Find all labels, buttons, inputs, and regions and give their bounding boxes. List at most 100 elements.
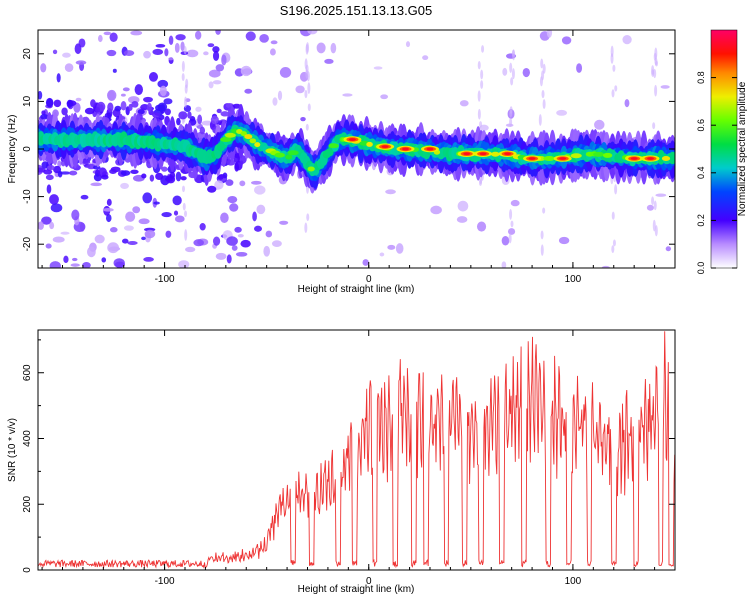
- spectrogram-noise-blob: [220, 212, 229, 224]
- spectrogram-streak-blob: [540, 230, 544, 240]
- spectrogram-streak-blob: [655, 60, 659, 67]
- spectrogram-hotspot: [402, 147, 409, 151]
- spectrogram-noise-blob: [155, 43, 166, 48]
- spectrogram-hotspot: [463, 152, 471, 156]
- spectrogram-streak-blob: [539, 76, 543, 87]
- spectrogram-noise-blob: [216, 108, 222, 114]
- spectrogram-noise-blob: [185, 246, 196, 253]
- spectrogram-hotspot: [479, 152, 487, 156]
- spectrogram-noise-blob: [40, 63, 47, 73]
- spectrogram-noise-blob: [231, 245, 238, 251]
- spectrogram-noise-blob: [195, 106, 202, 112]
- spectrogram-noise-blob: [70, 263, 80, 267]
- spectrogram-noise-blob: [71, 209, 80, 221]
- spectrogram-ridge-blob: [307, 166, 315, 172]
- spectrogram-noise-blob: [522, 67, 530, 78]
- spectrogram-noise-blob: [143, 50, 151, 59]
- spectrogram-streak-blob: [480, 69, 484, 80]
- spectrogram-noise-blob: [169, 171, 176, 179]
- spectrogram-noise-blob: [546, 30, 553, 38]
- spectrogram-noise-blob: [226, 254, 232, 264]
- spectrogram-noise-blob: [172, 195, 182, 206]
- spectrogram-noise-blob: [307, 30, 318, 35]
- spectrogram-ridge-blob: [285, 154, 293, 160]
- spectrogram-y-tick-label: -10: [22, 189, 33, 204]
- spectrogram-streak-blob: [652, 219, 656, 232]
- colorbar-ticks: 0.0 0.2 0.4 0.6 0.8: [696, 71, 737, 274]
- spectrogram-noise-blob: [576, 63, 583, 73]
- spectrogram-hotspot: [630, 157, 638, 160]
- spectrogram-noise-blob: [476, 221, 487, 232]
- spectrogram-noise-blob: [107, 102, 114, 113]
- spectrogram-noise-blob: [316, 42, 326, 54]
- spectrogram-streak-blob: [181, 73, 185, 82]
- spectrogram-noise-blob: [254, 185, 266, 195]
- spectrogram-noise-blob: [208, 69, 221, 78]
- spectrogram-noise-blob: [279, 220, 289, 225]
- spectrogram-noise-blob: [207, 43, 215, 48]
- spectrogram-noise-blob: [233, 154, 240, 163]
- spectrogram-noise-blob: [141, 236, 146, 241]
- spectrogram-noise-blob: [45, 97, 54, 108]
- spectrogram-hotspot: [528, 157, 536, 160]
- spectrogram-noise-blob: [501, 235, 510, 246]
- spectrogram-noise-blob: [215, 64, 225, 72]
- spectrogram-noise-blob: [149, 174, 155, 182]
- spectrogram-noise-blob: [101, 257, 107, 263]
- spectrogram-noise-blob: [45, 174, 54, 181]
- spectrogram-noise-blob: [66, 99, 73, 108]
- spectrogram-noise-blob: [193, 239, 204, 247]
- spectrogram-noise-blob: [120, 93, 126, 97]
- spectrogram-streak-blob: [480, 80, 484, 89]
- spectrogram-streak-blob: [305, 43, 309, 55]
- spectrogram-ridge-blob: [543, 156, 556, 162]
- spectrogram-noise-blob: [137, 109, 145, 115]
- spectrogram-noise-blob: [90, 99, 96, 108]
- spectrogram-noise-blob: [148, 72, 159, 82]
- spectrogram-noise-blob: [56, 73, 61, 83]
- spectrogram-noise-blob: [165, 230, 172, 238]
- spectrogram-noise-blob: [47, 164, 55, 171]
- spectrogram-noise-blob: [175, 171, 182, 182]
- colorbar-gradient: [710, 29, 738, 269]
- spectrogram-streak-blob: [479, 121, 483, 128]
- spectrogram-streak-blob: [509, 109, 513, 118]
- spectrogram-streak-blob: [183, 46, 187, 55]
- snr-x-tick-label: -100: [155, 576, 175, 587]
- spectrogram-hotspot: [559, 157, 567, 160]
- spectrogram-ridge-blob: [328, 143, 339, 149]
- spectrogram-noise-blob: [143, 257, 154, 262]
- spectrogram-noise-blob: [152, 48, 164, 56]
- spectrogram-noise-blob: [134, 84, 143, 96]
- spectrogram-noise-blob: [82, 262, 91, 268]
- spectrogram-streak-blob: [509, 209, 513, 220]
- spectrogram-noise-blob: [62, 52, 71, 58]
- spectrogram-noise-blob: [105, 214, 112, 223]
- spectrogram-noise-blob: [120, 182, 129, 189]
- spectrogram-noise-blob: [101, 174, 109, 180]
- spectrogram-noise-blob: [57, 170, 63, 178]
- spectrogram-noise-blob: [41, 110, 46, 116]
- spectrogram-noise-blob: [114, 105, 122, 112]
- spectrogram-streak-blob: [182, 202, 186, 211]
- spectrogram-noise-blob: [217, 174, 224, 180]
- spectrogram-noise-blob: [178, 260, 190, 268]
- spectrogram-noise-blob: [222, 172, 228, 179]
- spectrogram-streak-blob: [653, 68, 657, 79]
- spectrogram-noise-blob: [226, 236, 238, 246]
- spectrogram-noise-blob: [220, 111, 230, 117]
- spectrogram-noise-blob: [123, 225, 134, 231]
- spectrogram-streak-blob: [477, 61, 481, 70]
- spectrogram-noise-blob: [263, 245, 271, 257]
- spectrogram-noise-blob: [103, 31, 112, 36]
- spectrogram-noise-blob: [186, 49, 199, 58]
- spectrogram-noise-blob: [52, 236, 65, 243]
- spectrogram-streak-blob: [614, 85, 618, 92]
- spectrogram-noise-blob: [132, 206, 141, 214]
- spectrogram-noise-blob: [430, 205, 442, 215]
- spectrogram-noise-blob: [622, 35, 632, 45]
- spectrogram-ridge-blob: [491, 151, 500, 157]
